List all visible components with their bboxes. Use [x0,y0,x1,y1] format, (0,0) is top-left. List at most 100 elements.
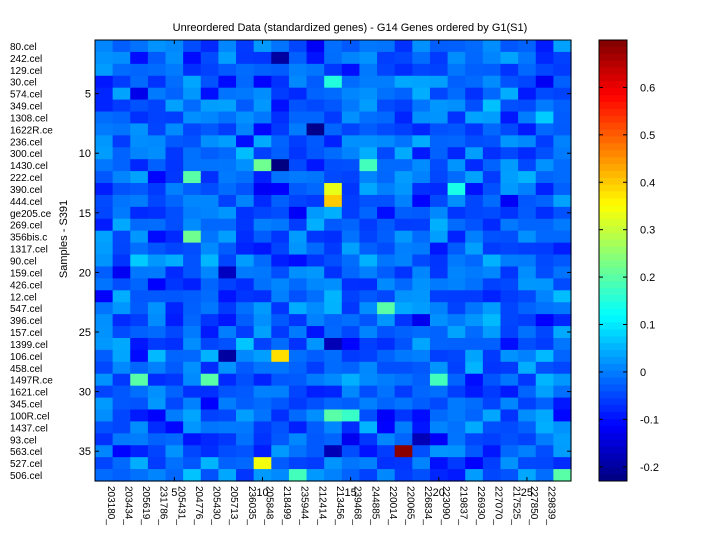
heatmap-cell [147,337,167,351]
heatmap-cell [236,326,255,339]
heatmap-cell [465,63,484,77]
heatmap-cell [341,218,361,232]
heatmap-cell [394,469,413,482]
heatmap-cell [429,40,449,53]
heatmap-cell [218,409,237,423]
heatmap-cell [482,457,502,470]
heatmap-cell [236,218,255,232]
heatmap-cell [465,254,484,268]
heatmap-cell [377,242,396,256]
heatmap-cell [130,457,149,470]
heatmap-cell [377,147,396,160]
heatmap-cell [429,469,449,482]
heatmap-cell [359,314,378,327]
heatmap-cell [535,135,554,148]
colorbar-tick-label: 0.1 [640,320,655,332]
heatmap-cell [394,218,413,232]
heatmap-cell [288,290,308,303]
heatmap-cell [518,147,537,160]
heatmap-cell [253,230,272,244]
heatmap-cell [130,433,149,446]
heatmap-cell [324,40,343,53]
heatmap-cell [341,194,361,208]
heatmap-cell [288,194,308,208]
heatmap-cell [288,457,308,470]
heatmap-cell [500,230,519,244]
heatmap-cell [359,194,378,208]
heatmap-cell [271,135,290,148]
heatmap-cell [553,421,572,434]
heatmap-cell [112,409,131,423]
heatmap-cell [500,457,519,470]
heatmap-cell [183,302,202,315]
heatmap-cell [306,123,325,136]
heatmap-cell [412,111,431,125]
heatmap-cell [112,337,131,351]
heatmap-cell [447,290,466,303]
heatmap-cell [95,445,114,458]
heatmap-cell [236,302,255,315]
heatmap-cell [394,397,413,411]
heatmap-cell [147,397,167,411]
row-label: 1308.cel [10,113,48,124]
heatmap-cell [165,218,184,232]
heatmap-cell [112,397,131,411]
heatmap-cell [130,397,149,411]
colorbar-segment [599,129,627,137]
heatmap-cell [377,433,396,446]
colorbar-segment [599,136,627,144]
colorbar-segment [599,108,627,117]
heatmap-cell [95,326,114,339]
heatmap-cell [95,123,114,136]
heatmap-cell [165,111,184,125]
heatmap-cell [130,99,149,113]
colorbar-segment [599,198,627,206]
heatmap-cell [253,75,272,89]
heatmap-cell [183,397,202,411]
heatmap-cell [253,111,272,125]
heatmap-cell [324,397,343,411]
heatmap-cell [253,40,272,53]
heatmap-cell [412,99,431,113]
heatmap-cell [500,171,519,184]
heatmap-cell [183,75,202,89]
heatmap-cell [165,63,184,77]
colorbar-segment [599,336,627,344]
heatmap-cell [535,385,554,399]
heatmap-cell [218,326,237,339]
heatmap-cell [218,385,237,399]
colorbar-segment [599,405,627,413]
heatmap-cell [165,242,184,256]
heatmap-cell [518,397,537,411]
heatmap-cell [130,242,149,256]
heatmap-cell [553,326,572,339]
heatmap-cell [447,135,466,148]
heatmap-cell [271,218,290,232]
heatmap-cell [535,99,554,113]
heatmap-cell [324,111,343,125]
heatmap-cell [482,242,502,256]
heatmap-cell [482,218,502,232]
colorbar-segment [599,446,627,454]
heatmap-cell [553,457,572,470]
heatmap-cell [147,373,167,387]
colorbar-tick-label: -0.1 [640,414,659,426]
heatmap-cell [518,111,537,125]
heatmap-cell [271,171,290,184]
colorbar-segment [599,246,627,255]
heatmap-cell [500,75,519,89]
heatmap-cell [447,87,466,101]
heatmap-cell [500,135,519,148]
heatmap-cell [394,409,413,423]
heatmap-cell [218,87,237,101]
colorbar-segment [599,184,627,193]
heatmap-cell [183,123,202,136]
colorbar-segment [599,205,627,213]
heatmap-cell [359,326,378,339]
heatmap-cell [500,254,519,268]
heatmap-cell [429,218,449,232]
heatmap-cell [324,278,343,291]
heatmap-cell [465,302,484,315]
heatmap-cell [130,111,149,125]
heatmap-cell [377,135,396,148]
